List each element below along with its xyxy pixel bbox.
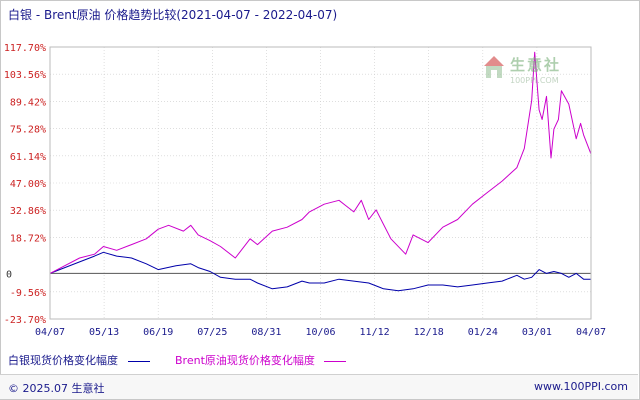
series-lines: [49, 51, 592, 292]
legend-label-brent: Brent原油现货价格变化幅度: [175, 354, 315, 367]
x-tick-label: 03/01: [522, 327, 552, 338]
x-axis-ticks: 04/07 05/13 06/19 07/25 08/31 10/06 11/12 12/18…: [35, 327, 606, 338]
x-tick-label: 12/18: [414, 327, 444, 338]
watermark-url: 100PPI.COM: [510, 76, 559, 85]
y-tick-label: 89.42%: [10, 97, 46, 108]
watermark-name: 生意社: [510, 56, 562, 74]
chart-title: 白银 - Brent原油 价格趋势比较(2021-04-07 - 2022-04…: [8, 8, 338, 22]
legend-swatch-silver: [127, 360, 150, 362]
x-tick-label: 08/31: [251, 327, 281, 338]
x-tick-label: 04/07: [576, 327, 606, 338]
copyright-text: © 2025.07 生意社: [8, 382, 105, 395]
y-tick-label: 75.28%: [10, 125, 46, 136]
legend-label-silver: 白银现货价格变化幅度: [8, 354, 118, 367]
x-tick-label: 11/12: [360, 327, 390, 338]
x-tick-label: 04/07: [35, 327, 65, 338]
x-tick-label: 01/24: [468, 327, 498, 338]
legend-swatch-brent: [324, 360, 347, 362]
chart-legend: 白银现货价格变化幅度 Brent原油现货价格变化幅度: [8, 352, 368, 368]
plot-border: [49, 46, 592, 320]
legend-item-brent: Brent原油现货价格变化幅度: [175, 352, 347, 368]
house-icon: [484, 56, 504, 78]
site-url-link[interactable]: www.100PPI.com: [534, 380, 628, 393]
y-tick-label: 18.72%: [10, 233, 46, 244]
x-tick-label: 06/19: [143, 327, 173, 338]
y-axis-ticks: 117.70% 103.56% 89.42% 75.28% 61.14% 47.00% 32…: [4, 43, 46, 326]
y-tick-label: -23.70%: [4, 315, 46, 326]
x-tick-label: 10/06: [305, 327, 335, 338]
watermark-logo: 生意社 100PPI.COM: [482, 54, 578, 90]
y-tick-label: 103.56%: [4, 70, 46, 81]
series-line-brent: [49, 51, 592, 274]
y-tick-label: 0: [6, 269, 12, 280]
legend-item-silver: 白银现货价格变化幅度: [8, 352, 150, 368]
x-tick-label: 07/25: [197, 327, 227, 338]
series-line-silver: [49, 251, 591, 292]
y-tick-label: 47.00%: [10, 179, 46, 190]
y-tick-label: -9.56%: [10, 288, 46, 299]
y-tick-label: 117.70%: [4, 43, 46, 54]
footer-bar: © 2025.07 生意社 www.100PPI.com: [0, 374, 638, 399]
y-tick-label: 61.14%: [10, 152, 46, 163]
y-tick-label: 32.86%: [10, 206, 46, 217]
x-tick-label: 05/13: [89, 327, 119, 338]
